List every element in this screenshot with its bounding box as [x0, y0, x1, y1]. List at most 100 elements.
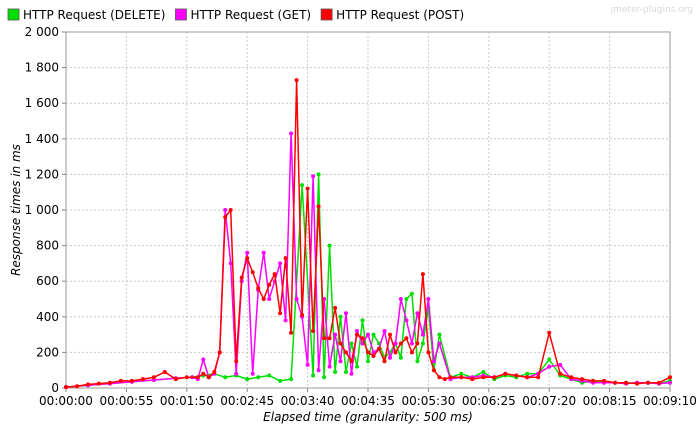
point-http-request-delete-11 [245, 377, 249, 381]
y-tick-label-6: 1 200 [25, 167, 59, 181]
point-http-request-post-13 [201, 372, 205, 376]
point-http-request-post-73 [613, 381, 617, 385]
point-http-request-get-72 [668, 381, 672, 385]
x-tick-label-5: 00:04:35 [341, 394, 395, 408]
legend-label-http-request-get: HTTP Request (GET) [190, 8, 311, 22]
point-http-request-delete-15 [289, 377, 293, 381]
point-http-request-delete-26 [361, 318, 365, 322]
x-tick-label-1: 00:00:55 [99, 394, 153, 408]
point-http-request-post-11 [185, 375, 189, 379]
point-http-request-get-12 [223, 208, 227, 212]
point-http-request-post-12 [196, 375, 200, 379]
point-http-request-get-17 [251, 372, 255, 376]
point-http-request-get-16 [245, 251, 249, 255]
point-http-request-get-22 [278, 261, 282, 265]
point-http-request-post-54 [426, 350, 430, 354]
point-http-request-post-16 [218, 350, 222, 354]
point-http-request-delete-48 [525, 372, 529, 376]
point-http-request-post-32 [306, 187, 310, 191]
point-http-request-get-20 [267, 297, 271, 301]
point-http-request-post-15 [212, 370, 216, 374]
point-http-request-post-55 [432, 368, 436, 372]
point-http-request-delete-21 [333, 370, 337, 374]
point-http-request-get-44 [399, 297, 403, 301]
point-http-request-post-72 [602, 379, 606, 383]
point-http-request-post-74 [624, 381, 628, 385]
x-tick-label-4: 00:03:40 [281, 394, 335, 408]
point-http-request-post-25 [267, 283, 271, 287]
point-http-request-post-19 [234, 359, 238, 363]
point-http-request-post-8 [152, 375, 156, 379]
y-tick-label-4: 800 [36, 239, 59, 253]
x-tick-label-2: 00:01:50 [160, 394, 214, 408]
point-http-request-post-31 [300, 313, 304, 317]
point-http-request-get-27 [306, 363, 310, 367]
point-http-request-delete-13 [267, 374, 271, 378]
point-http-request-post-28 [284, 256, 288, 260]
point-http-request-post-47 [388, 333, 392, 337]
point-http-request-post-21 [245, 256, 249, 260]
point-http-request-delete-42 [459, 372, 463, 376]
point-http-request-post-64 [514, 374, 518, 378]
point-http-request-post-60 [470, 377, 474, 381]
point-http-request-post-42 [361, 336, 365, 340]
point-http-request-get-29 [317, 368, 321, 372]
point-http-request-delete-19 [322, 375, 326, 379]
point-http-request-post-23 [256, 286, 260, 290]
legend-label-http-request-post: HTTP Request (POST) [336, 8, 464, 22]
y-tick-label-7: 1 400 [25, 132, 59, 146]
x-axis: 00:00:00 00:00:55 00:01:50 00:02:45 00:03:40… [39, 388, 697, 408]
y-tick-label-10: 2 000 [25, 25, 59, 39]
x-tick-label-8: 00:07:20 [522, 394, 576, 408]
x-tick-label-3: 00:02:45 [220, 394, 274, 408]
point-http-request-post-6 [130, 379, 134, 383]
point-http-request-post-44 [372, 354, 376, 358]
point-http-request-get-36 [355, 329, 359, 333]
point-http-request-get-35 [350, 372, 354, 376]
point-http-request-delete-27 [366, 359, 370, 363]
point-http-request-get-14 [234, 372, 238, 376]
point-http-request-post-49 [399, 342, 403, 346]
point-http-request-post-40 [350, 359, 354, 363]
point-http-request-post-52 [415, 342, 419, 346]
point-http-request-get-24 [289, 132, 293, 136]
point-http-request-get-25 [295, 297, 299, 301]
y-tick-label-0: 0 [51, 381, 59, 395]
point-http-request-delete-25 [355, 365, 359, 369]
point-http-request-get-8 [201, 358, 205, 362]
point-http-request-get-38 [366, 333, 370, 337]
point-http-request-post-5 [119, 379, 123, 383]
y-axis-label: Response times in ms [9, 144, 23, 276]
point-http-request-get-42 [388, 356, 392, 360]
point-http-request-delete-44 [481, 370, 485, 374]
y-tick-label-3: 600 [36, 274, 59, 288]
point-http-request-get-46 [410, 342, 414, 346]
point-http-request-delete-37 [421, 342, 425, 346]
point-http-request-get-48 [421, 333, 425, 337]
point-http-request-post-3 [97, 382, 101, 386]
point-http-request-post-66 [536, 375, 540, 379]
point-http-request-post-77 [657, 381, 661, 385]
y-tick-label-9: 1 800 [25, 61, 59, 75]
point-http-request-post-22 [251, 270, 255, 274]
legend-label-http-request-delete: HTTP Request (DELETE) [23, 8, 165, 22]
point-http-request-post-51 [410, 350, 414, 354]
point-http-request-post-37 [333, 306, 337, 310]
point-http-request-delete-24 [350, 342, 354, 346]
point-http-request-delete-22 [339, 315, 343, 319]
point-http-request-get-49 [426, 297, 430, 301]
y-tick-label-8: 1 600 [25, 96, 59, 110]
point-http-request-post-41 [355, 333, 359, 337]
y-axis: 0 200 400 600 800 1 000 1 200 1 400 1 600 1 800 2 … [25, 25, 66, 395]
point-http-request-get-33 [339, 359, 343, 363]
point-http-request-post-7 [141, 377, 145, 381]
point-http-request-delete-14 [278, 379, 282, 383]
point-http-request-get-28 [311, 174, 315, 178]
point-http-request-delete-35 [410, 292, 414, 296]
point-http-request-post-50 [404, 336, 408, 340]
x-tick-label-0: 00:00:00 [39, 394, 93, 408]
y-tick-label-5: 1 000 [25, 203, 59, 217]
point-http-request-delete-34 [404, 297, 408, 301]
